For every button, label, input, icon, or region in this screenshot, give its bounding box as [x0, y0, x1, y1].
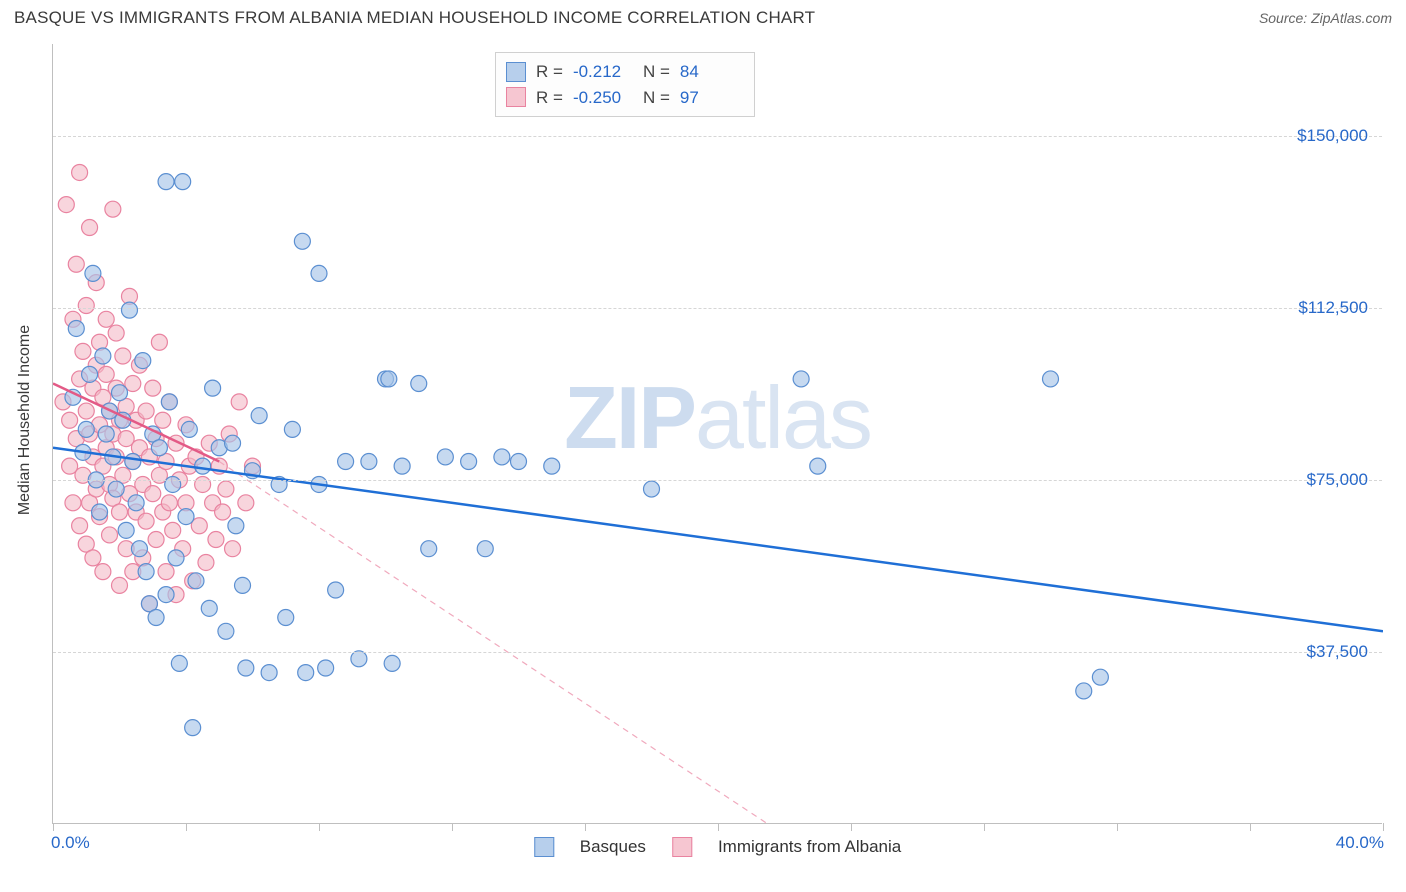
x-tick — [1250, 823, 1251, 831]
gridline — [53, 308, 1382, 309]
y-tick-label: $75,000 — [1307, 470, 1368, 490]
y-tick-label: $37,500 — [1307, 642, 1368, 662]
y-tick-label: $112,500 — [1298, 298, 1368, 318]
x-tick — [53, 823, 54, 831]
x-tick — [718, 823, 719, 831]
x-axis-max-label: 40.0% — [1336, 833, 1384, 853]
x-tick — [186, 823, 187, 831]
chart-svg — [53, 44, 1383, 824]
swatch-basques-icon — [506, 62, 526, 82]
chart-title: BASQUE VS IMMIGRANTS FROM ALBANIA MEDIAN… — [14, 8, 815, 28]
x-tick — [984, 823, 985, 831]
x-tick — [319, 823, 320, 831]
x-tick — [1117, 823, 1118, 831]
stats-row-basques: R =-0.212 N =84 — [506, 59, 740, 85]
y-axis-title: Median Household Income — [16, 325, 34, 515]
stats-legend-box: R =-0.212 N =84 R =-0.250 N =97 — [495, 52, 755, 117]
x-tick — [452, 823, 453, 831]
bottom-legend: Basques Immigrants from Albania — [534, 837, 901, 857]
legend-label-albania: Immigrants from Albania — [718, 837, 901, 857]
x-axis-min-label: 0.0% — [51, 833, 90, 853]
x-tick — [585, 823, 586, 831]
x-tick — [851, 823, 852, 831]
gridline — [53, 652, 1382, 653]
legend-swatch-albania-icon — [672, 837, 692, 857]
legend-label-basques: Basques — [580, 837, 646, 857]
x-tick — [1383, 823, 1384, 831]
chart-plot-area: ZIPatlas R =-0.212 N =84 R =-0.250 N =97… — [52, 44, 1382, 824]
gridline — [53, 480, 1382, 481]
source-label: Source: ZipAtlas.com — [1259, 10, 1392, 26]
legend-swatch-basques-icon — [534, 837, 554, 857]
gridline — [53, 136, 1382, 137]
y-tick-label: $150,000 — [1297, 126, 1368, 146]
swatch-albania-icon — [506, 87, 526, 107]
stats-row-albania: R =-0.250 N =97 — [506, 85, 740, 111]
